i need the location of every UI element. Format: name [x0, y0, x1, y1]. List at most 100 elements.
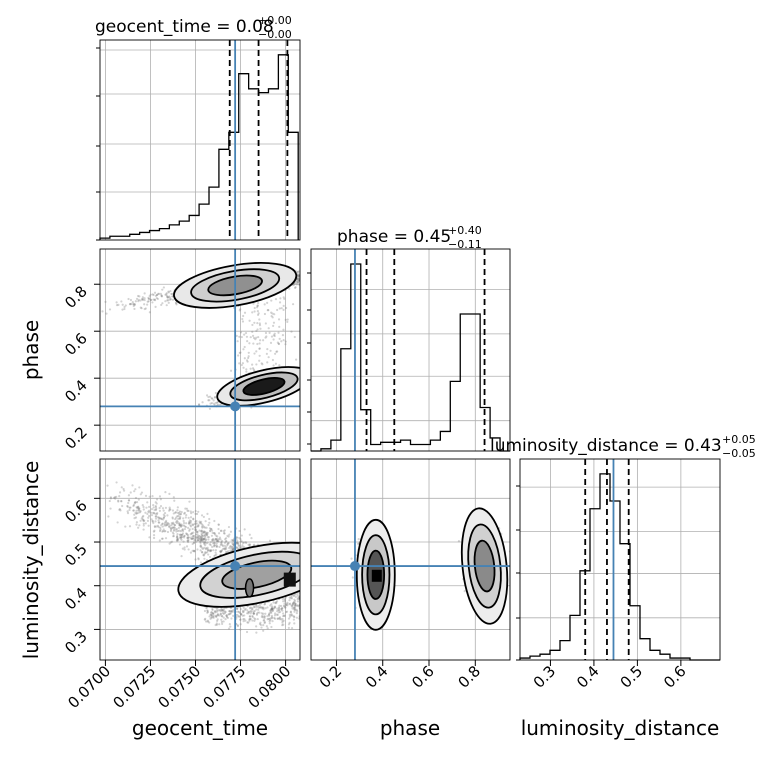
scatter-point: [236, 536, 239, 539]
scatter-point: [201, 526, 204, 529]
scatter-point: [215, 615, 218, 618]
scatter-point: [274, 612, 277, 615]
scatter-point: [134, 300, 137, 303]
scatter-point: [163, 523, 167, 526]
scatter-point: [201, 547, 204, 550]
scatter-point: [267, 327, 270, 330]
scatter-point: [143, 292, 146, 295]
scatter-point: [259, 621, 262, 624]
scatter-point: [271, 609, 274, 612]
scatter-point: [255, 604, 258, 607]
scatter-point: [294, 282, 297, 285]
scatter-point: [165, 522, 169, 525]
scatter-point: [253, 310, 256, 313]
scatter-point: [153, 298, 156, 301]
scatter-point: [195, 530, 199, 534]
scatter-point: [137, 299, 140, 303]
scatter-point: [270, 314, 273, 318]
scatter-point: [271, 617, 274, 620]
scatter-point: [295, 612, 298, 615]
scatter-point: [239, 540, 242, 543]
scatter-point: [161, 537, 164, 540]
scatter-point: [212, 616, 215, 619]
scatter-point: [250, 606, 253, 609]
scatter-point: [266, 361, 269, 364]
scatter-point: [249, 617, 252, 621]
scatter-point: [295, 616, 298, 619]
scatter-point: [215, 540, 219, 543]
scatter-point: [115, 301, 118, 304]
scatter-point: [176, 506, 179, 509]
scatter-point: [210, 613, 213, 616]
scatter-point: [168, 525, 171, 529]
scatter-point: [261, 614, 264, 617]
scatter-point: [151, 520, 154, 523]
scatter-point: [268, 539, 272, 542]
scatter-point: [200, 530, 203, 533]
scatter-point: [190, 512, 193, 515]
scatter-point: [224, 610, 227, 614]
scatter-point: [271, 607, 274, 610]
scatter-point: [135, 521, 139, 524]
scatter-point: [134, 516, 138, 519]
scatter-point: [153, 525, 156, 528]
scatter-point: [270, 608, 273, 611]
scatter-point: [149, 298, 152, 302]
scatter-point: [258, 611, 261, 614]
scatter-point: [203, 533, 206, 536]
scatter-point: [243, 528, 246, 531]
scatter-point: [208, 555, 212, 559]
scatter-point: [241, 611, 245, 614]
scatter-point: [253, 617, 256, 620]
scatter-point: [165, 523, 168, 526]
scatter-point: [213, 533, 217, 536]
scatter-point: [206, 551, 209, 554]
scatter-point: [253, 543, 256, 546]
scatter-point: [207, 523, 210, 527]
scatter-point: [153, 291, 157, 294]
scatter-point: [157, 292, 160, 295]
scatter-point: [192, 550, 196, 553]
scatter-point: [203, 535, 206, 538]
scatter-point: [220, 539, 224, 543]
scatter-point: [168, 296, 171, 299]
scatter-point: [210, 614, 214, 618]
scatter-point: [250, 610, 253, 613]
scatter-point: [179, 525, 183, 528]
scatter-point: [191, 542, 194, 546]
scatter-point: [176, 520, 179, 523]
scatter-point: [264, 607, 267, 610]
scatter-point: [237, 354, 240, 357]
scatter-point: [143, 298, 146, 302]
scatter-point: [242, 545, 245, 549]
scatter-point: [134, 501, 137, 504]
scatter-point: [229, 369, 233, 372]
scatter-point: [154, 517, 158, 520]
scatter-point: [205, 394, 209, 397]
scatter-point: [283, 614, 286, 617]
scatter-point: [157, 521, 160, 524]
scatter-point: [252, 612, 256, 615]
scatter-point: [200, 538, 203, 541]
scatter-point: [239, 607, 242, 611]
scatter-point: [194, 509, 197, 513]
panel-phase-vs-geocent-time: [100, 249, 300, 451]
scatter-point: [252, 302, 255, 305]
scatter-point: [196, 539, 199, 542]
scatter-point: [199, 540, 202, 543]
scatter-point: [202, 554, 206, 557]
scatter-point: [267, 613, 271, 616]
scatter-point: [288, 615, 292, 618]
scatter-point: [266, 606, 269, 609]
scatter-point: [141, 518, 144, 521]
scatter-point: [211, 545, 214, 548]
scatter-point: [211, 538, 215, 541]
scatter-point: [214, 623, 217, 627]
scatter-point: [156, 511, 159, 515]
scatter-point: [216, 540, 219, 543]
scatter-point: [166, 296, 169, 299]
scatter-point: [265, 335, 268, 338]
scatter-point: [137, 298, 140, 301]
scatter-point: [244, 541, 247, 544]
scatter-point: [172, 529, 176, 532]
